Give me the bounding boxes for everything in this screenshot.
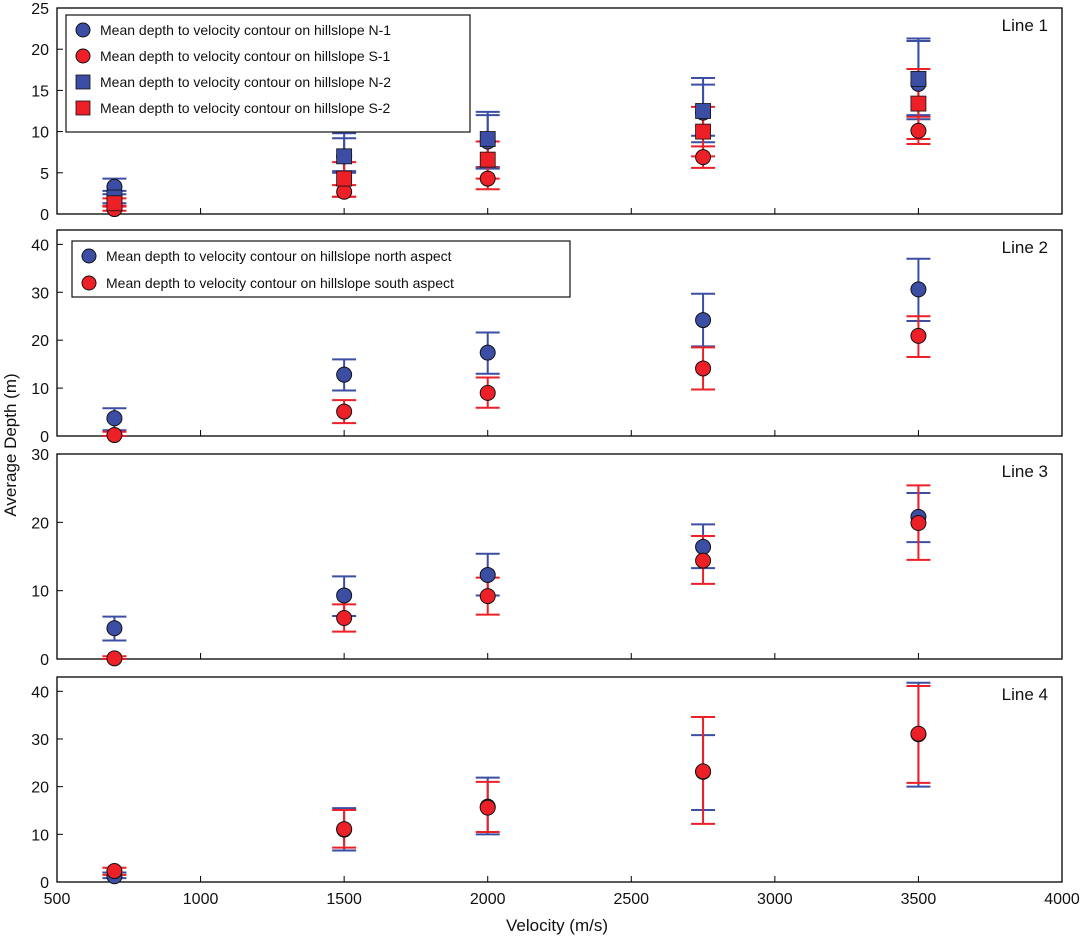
panel-1: 0 5 10 15 20 25 Line 1 Mean depth to velocity c… xyxy=(31,1,1063,224)
legend-marker-circle xyxy=(75,22,91,38)
y-tick-label: 10 xyxy=(31,125,49,142)
y-tick-label: 10 xyxy=(31,381,49,398)
data-point-square xyxy=(336,148,353,165)
data-point-circle xyxy=(336,610,353,626)
data-point-circle xyxy=(910,281,927,298)
panel-2: 0 10 20 30 40 Line 2 Mean depth to velocity co… xyxy=(31,229,1063,446)
y-tick-label: 40 xyxy=(31,684,49,701)
y-tick-label: 10 xyxy=(31,827,49,844)
x-tick-label: 3500 xyxy=(901,891,937,908)
panel-4: 500 1000 1500 2000 2500 3000 3500 4000 0 10 20 30 40… xyxy=(31,676,1080,908)
x-tick-label: 2500 xyxy=(613,891,649,908)
legend: Mean depth to velocity contour on hillsl… xyxy=(65,14,471,133)
y-tick-label: 25 xyxy=(31,1,49,18)
data-point-circle xyxy=(695,538,712,555)
data-point-circle xyxy=(106,620,123,637)
panel-title: Line 1 xyxy=(1002,16,1048,35)
data-point-circle xyxy=(479,588,496,605)
data-point-circle xyxy=(910,515,927,532)
legend-label: Mean depth to velocity contour on hillsl… xyxy=(106,275,454,291)
data-point-square xyxy=(106,195,123,212)
legend-label: Mean depth to velocity contour on hillsl… xyxy=(100,22,391,38)
data-point-square xyxy=(695,123,711,140)
panel-title: Line 2 xyxy=(1002,238,1048,257)
legend: Mean depth to velocity contour on hillsl… xyxy=(71,240,571,298)
data-point-circle xyxy=(336,366,353,383)
x-tick-label: 4000 xyxy=(1044,891,1080,908)
data-point-circle xyxy=(336,403,353,420)
legend-label: Mean depth to velocity contour on hillsl… xyxy=(100,48,390,64)
y-tick-label: 20 xyxy=(31,333,49,350)
data-point-circle xyxy=(336,183,353,200)
legend-label: Mean depth to velocity contour on hillsl… xyxy=(100,100,390,116)
y-tick-label: 40 xyxy=(31,237,49,254)
x-tick-label: 1500 xyxy=(326,891,362,908)
data-point-square xyxy=(695,103,711,119)
legend-box xyxy=(71,240,571,298)
data-point-square xyxy=(479,131,496,147)
data-point-circle xyxy=(695,552,712,569)
y-tick-label: 5 xyxy=(40,166,49,183)
data-point-circle xyxy=(910,725,927,742)
x-axis-label: Velocity (m/s) xyxy=(506,916,608,935)
data-point-circle xyxy=(910,122,927,139)
data-point-square xyxy=(910,95,927,112)
data-point-circle xyxy=(479,170,496,187)
y-axis-label: Average Depth (m) xyxy=(1,373,20,516)
data-point-square xyxy=(336,170,353,187)
data-point-circle xyxy=(336,587,353,604)
y-tick-label: 20 xyxy=(31,780,49,797)
data-point-square xyxy=(910,70,927,87)
y-tick-label: 30 xyxy=(31,285,49,302)
legend-marker-circle xyxy=(75,48,91,64)
data-point-circle xyxy=(695,149,712,166)
y-tick-label: 0 xyxy=(40,207,49,224)
data-point-circle xyxy=(106,427,123,444)
data-point-circle xyxy=(106,863,123,880)
x-tick-label: 1000 xyxy=(183,891,219,908)
data-point-circle xyxy=(479,344,496,361)
data-point-circle xyxy=(479,384,496,401)
data-point-circle xyxy=(336,821,353,838)
y-tick-label: 20 xyxy=(31,515,49,532)
y-tick-label: 0 xyxy=(40,429,49,446)
data-point-circle xyxy=(695,360,712,377)
x-tick-label: 3000 xyxy=(757,891,793,908)
legend-marker-circle xyxy=(81,248,97,264)
legend-label: Mean depth to velocity contour on hillsl… xyxy=(106,248,452,264)
y-tick-label: 0 xyxy=(40,875,49,892)
y-tick-label: 30 xyxy=(31,732,49,749)
data-point-circle xyxy=(695,312,712,329)
plot-frame xyxy=(56,7,1063,215)
plot-frame xyxy=(56,453,1063,660)
data-point-circle xyxy=(910,327,927,344)
y-tick-label: 20 xyxy=(31,42,49,59)
panel-title: Line 4 xyxy=(1002,685,1048,704)
legend-marker-circle xyxy=(81,275,97,291)
data-point-circle xyxy=(106,410,123,427)
panel-title: Line 3 xyxy=(1002,462,1048,481)
panel-3: 0 10 20 30 Line 3 xyxy=(31,447,1063,669)
legend-box xyxy=(65,14,471,133)
plot-frame xyxy=(56,676,1063,883)
legend-marker-square xyxy=(75,74,91,90)
x-tick-label: 500 xyxy=(44,891,71,908)
data-point-circle xyxy=(695,763,712,780)
y-tick-label: 10 xyxy=(31,584,49,601)
data-point-circle xyxy=(106,650,123,667)
y-tick-label: 30 xyxy=(31,447,49,464)
plot-frame xyxy=(56,229,1063,437)
data-point-square xyxy=(479,151,496,168)
x-tick-label: 2000 xyxy=(470,891,506,908)
legend-marker-square xyxy=(75,100,91,116)
data-point-circle xyxy=(479,799,496,816)
y-tick-label: 15 xyxy=(31,83,49,100)
data-point-circle xyxy=(479,566,496,583)
y-tick-label: 0 xyxy=(40,652,49,669)
legend-label: Mean depth to velocity contour on hillsl… xyxy=(100,74,391,90)
